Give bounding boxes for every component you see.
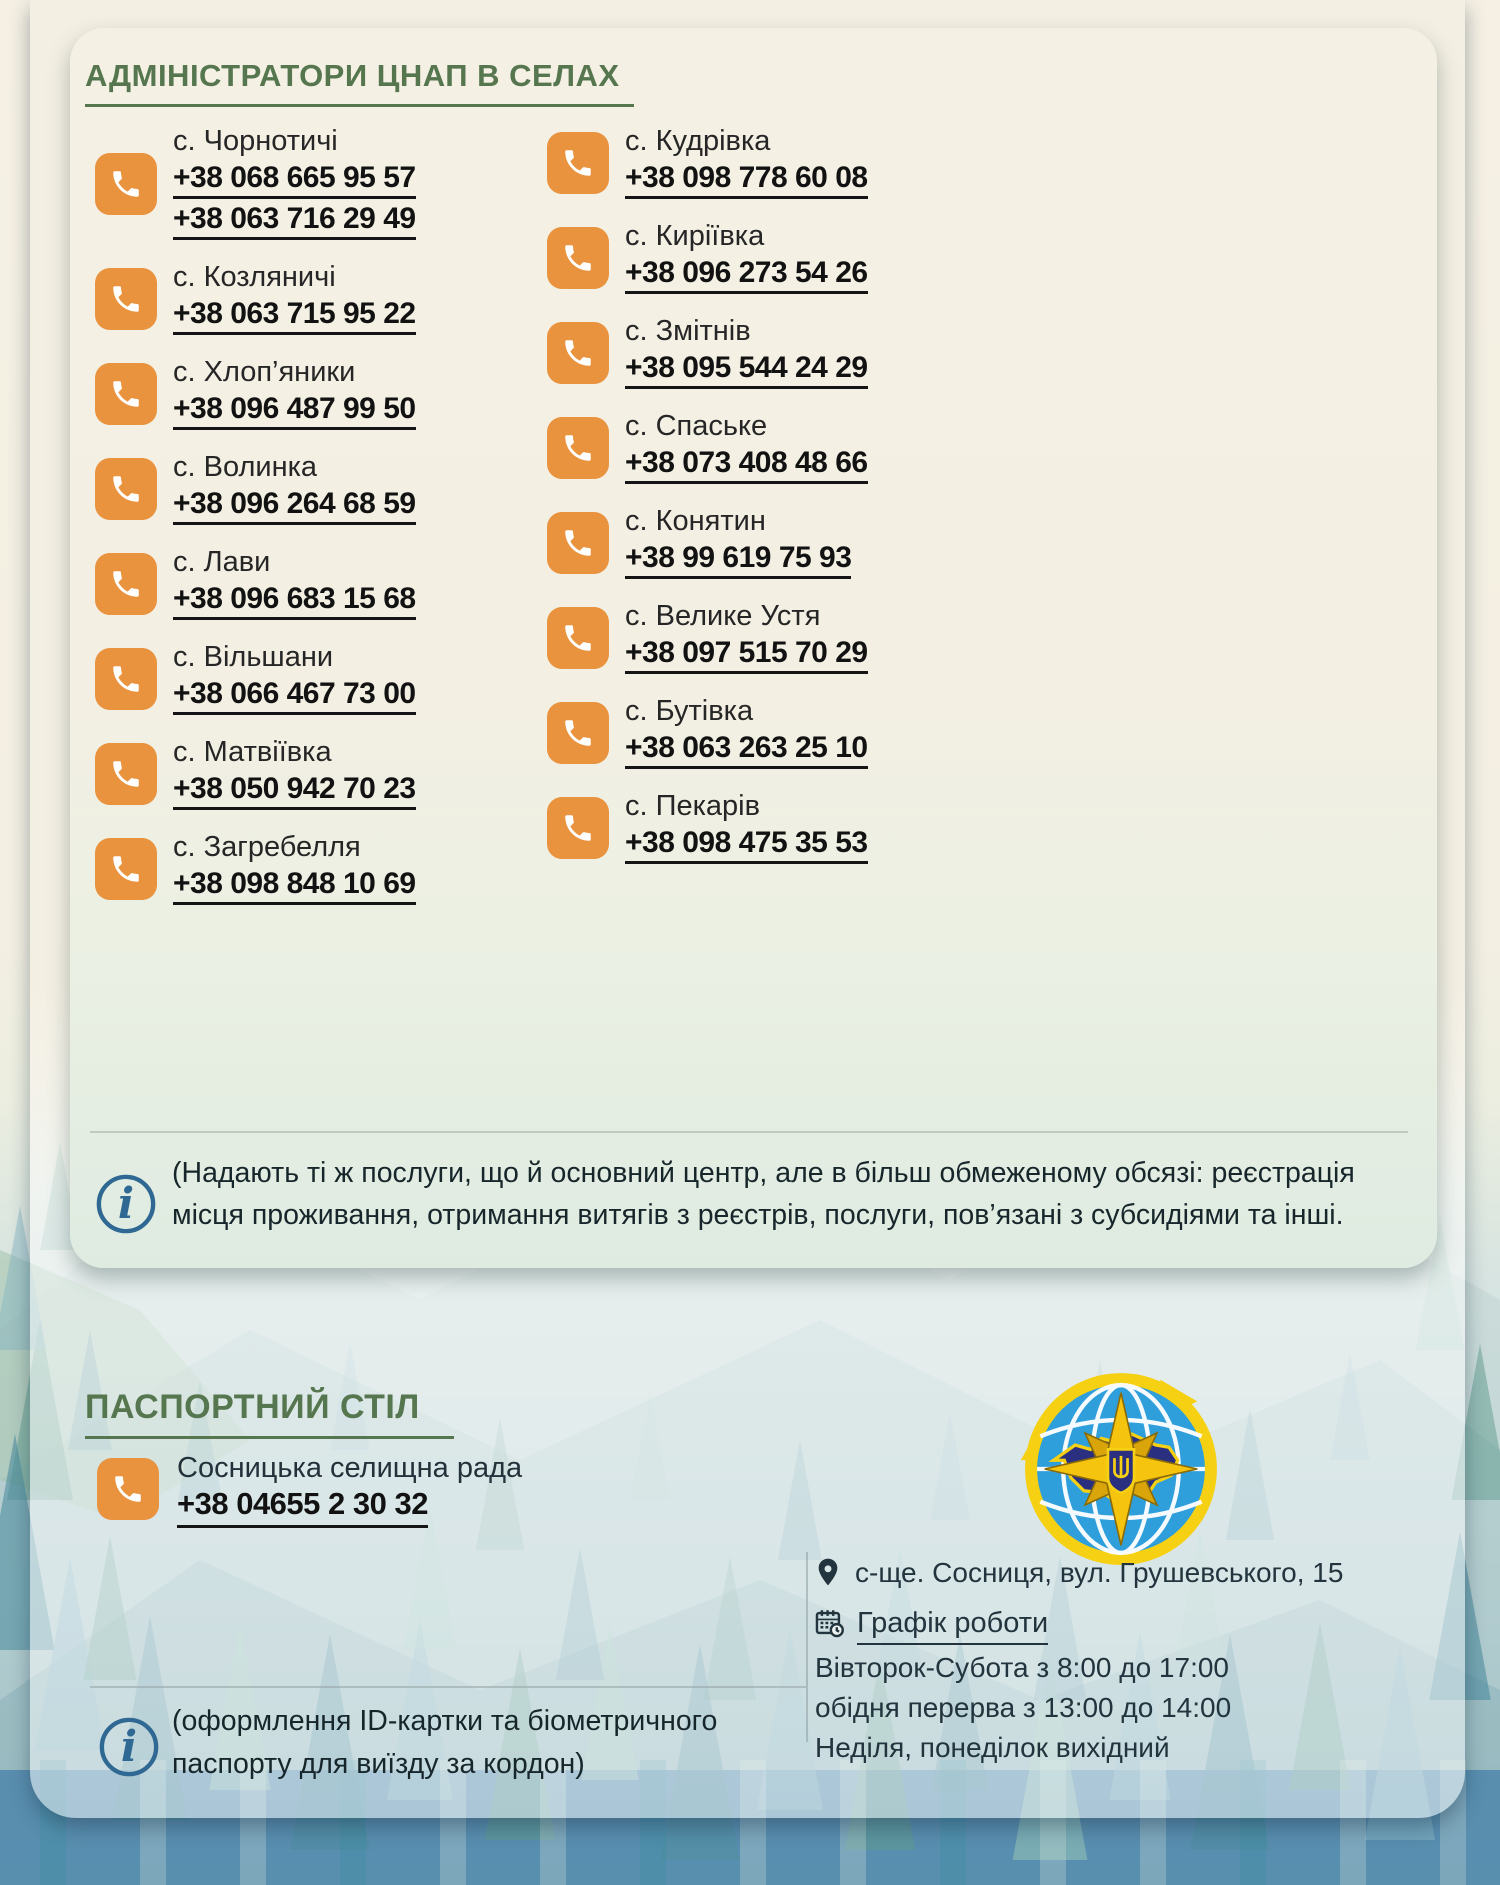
village-contact-entry: с. Кудрівка +38 098 778 60 08 (547, 124, 1002, 202)
phone-icon (547, 227, 609, 289)
divider-line (90, 1686, 806, 1688)
village-name: с. Загребелля (173, 831, 361, 863)
schedule-line: Неділя, понеділок вихідний (815, 1732, 1170, 1763)
phone-number-link[interactable]: +38 063 716 29 49 (173, 202, 416, 240)
phone-icon (95, 553, 157, 615)
village-contact-entry: с. Киріївка +38 096 273 54 26 (547, 219, 1002, 297)
location-pin-icon (812, 1556, 844, 1588)
village-contacts-card (70, 28, 1437, 1268)
village-contact-entry: с. Загребелля +38 098 848 10 69 (95, 830, 550, 908)
migration-service-logo (1020, 1373, 1217, 1565)
info-icon: i (98, 1716, 160, 1778)
phone-number-link[interactable]: +38 063 263 25 10 (625, 731, 868, 769)
village-contact-entry: с. Волинка +38 096 264 68 59 (95, 450, 550, 528)
village-contact-entry: с. Спаське +38 073 408 48 66 (547, 409, 1002, 487)
info-icon: i (95, 1173, 157, 1235)
phone-number-link[interactable]: +38 066 467 73 00 (173, 677, 416, 715)
village-name: с. Хлоп’яники (173, 356, 356, 388)
phone-icon (95, 363, 157, 425)
village-name: с. Кудрівка (625, 125, 771, 157)
village-name: с. Бутівка (625, 695, 754, 727)
phone-number-link[interactable]: +38 098 778 60 08 (625, 161, 868, 199)
calendar-clock-icon (812, 1606, 846, 1640)
village-name: с. Матвіївка (173, 736, 332, 768)
village-contact-entry: с. Бутівка +38 063 263 25 10 (547, 694, 1002, 772)
phone-icon (95, 838, 157, 900)
vertical-divider (806, 1552, 808, 1742)
village-name: с. Пекарів (625, 790, 761, 822)
village-name: с. Киріївка (625, 220, 765, 252)
passport-phone-link[interactable]: +38 04655 2 30 32 (177, 1486, 428, 1528)
phone-icon (547, 702, 609, 764)
village-contact-entry: с. Лави +38 096 683 15 68 (95, 545, 550, 623)
phone-icon (547, 322, 609, 384)
village-column-right: с. Кудрівка +38 098 778 60 08 с. Киріївка +… (547, 124, 1002, 884)
divider-line (90, 1131, 1408, 1133)
phone-number-link[interactable]: +38 098 475 35 53 (625, 826, 868, 864)
address-text: с-ще. Сосниця, вул. Грушевського, 15 (855, 1557, 1344, 1588)
village-name: с. Чорнотичі (173, 125, 338, 157)
village-name: с. Велике Устя (625, 600, 821, 632)
passport-office-name: Сосницька селищна рада (177, 1452, 523, 1484)
village-contact-entry: с. Конятин +38 99 619 75 93 (547, 504, 1002, 582)
section-title-villages: АДМІНІСТРАТОРИ ЦНАП В СЕЛАХ (85, 58, 634, 107)
phone-icon (547, 797, 609, 859)
village-name: с. Спаське (625, 410, 768, 442)
village-name: с. Козляничі (173, 261, 336, 293)
schedule-line: обідня перерва з 13:00 до 14:00 (815, 1692, 1232, 1723)
village-contact-entry: с. Козляничі +38 063 715 95 22 (95, 260, 550, 338)
passport-note: (оформлення ID-картки та біометричного п… (172, 1705, 718, 1780)
village-contact-entry: с. Чорнотичі +38 068 665 95 57 +38 063 716… (95, 124, 550, 243)
phone-icon (547, 512, 609, 574)
village-contact-entry: с. Змітнів +38 095 544 24 29 (547, 314, 1002, 392)
phone-icon (95, 743, 157, 805)
phone-icon (97, 1458, 159, 1520)
phone-number-link[interactable]: +38 096 264 68 59 (173, 487, 416, 525)
phone-icon (95, 268, 157, 330)
svg-text:i: i (121, 1723, 137, 1773)
village-contact-entry: с. Пекарів +38 098 475 35 53 (547, 789, 1002, 867)
village-name: с. Волинка (173, 451, 318, 483)
phone-number-link[interactable]: +38 073 408 48 66 (625, 446, 868, 484)
village-contact-entry: с. Велике Устя +38 097 515 70 29 (547, 599, 1002, 677)
phone-number-link[interactable]: +38 096 273 54 26 (625, 256, 868, 294)
village-contact-entry: с. Матвіївка +38 050 942 70 23 (95, 735, 550, 813)
phone-number-link[interactable]: +38 050 942 70 23 (173, 772, 416, 810)
schedule-line: Вівторок-Субота з 8:00 до 17:00 (815, 1652, 1229, 1683)
village-name: с. Змітнів (625, 315, 751, 347)
phone-icon (547, 132, 609, 194)
village-name: с. Вільшани (173, 641, 334, 673)
section-title-passport: ПАСПОРТНИЙ СТІЛ (85, 1388, 454, 1439)
schedule-title: Графік роботи (857, 1606, 1049, 1645)
phone-number-link[interactable]: +38 095 544 24 29 (625, 351, 868, 389)
phone-icon (547, 607, 609, 669)
schedule-title-row: Графік роботи (812, 1606, 1049, 1645)
svg-text:i: i (118, 1180, 134, 1230)
address-row: с-ще. Сосниця, вул. Грушевського, 15 (812, 1556, 1343, 1590)
village-contact-entry: с. Хлоп’яники +38 096 487 99 50 (95, 355, 550, 433)
phone-number-link[interactable]: +38 097 515 70 29 (625, 636, 868, 674)
village-contact-entry: с. Вільшани +38 066 467 73 00 (95, 640, 550, 718)
village-column-left: с. Чорнотичі +38 068 665 95 57 +38 063 716… (95, 124, 550, 925)
phone-icon (95, 152, 157, 215)
villages-note: (Надають ті ж послуги, що й основний цен… (172, 1157, 1355, 1231)
phone-icon (547, 417, 609, 479)
phone-number-link[interactable]: +38 99 619 75 93 (625, 541, 852, 579)
phone-number-link[interactable]: +38 096 683 15 68 (173, 582, 416, 620)
phone-number-link[interactable]: +38 098 848 10 69 (173, 867, 416, 905)
phone-number-link[interactable]: +38 063 715 95 22 (173, 297, 416, 335)
passport-phone-entry: Сосницька селищна рада +38 04655 2 30 32 (97, 1450, 522, 1528)
phone-number-link[interactable]: +38 096 487 99 50 (173, 392, 416, 430)
phone-icon (95, 458, 157, 520)
village-name: с. Лави (173, 546, 271, 578)
phone-icon (95, 648, 157, 710)
village-name: с. Конятин (625, 505, 766, 537)
phone-number-link[interactable]: +38 068 665 95 57 (173, 161, 416, 199)
